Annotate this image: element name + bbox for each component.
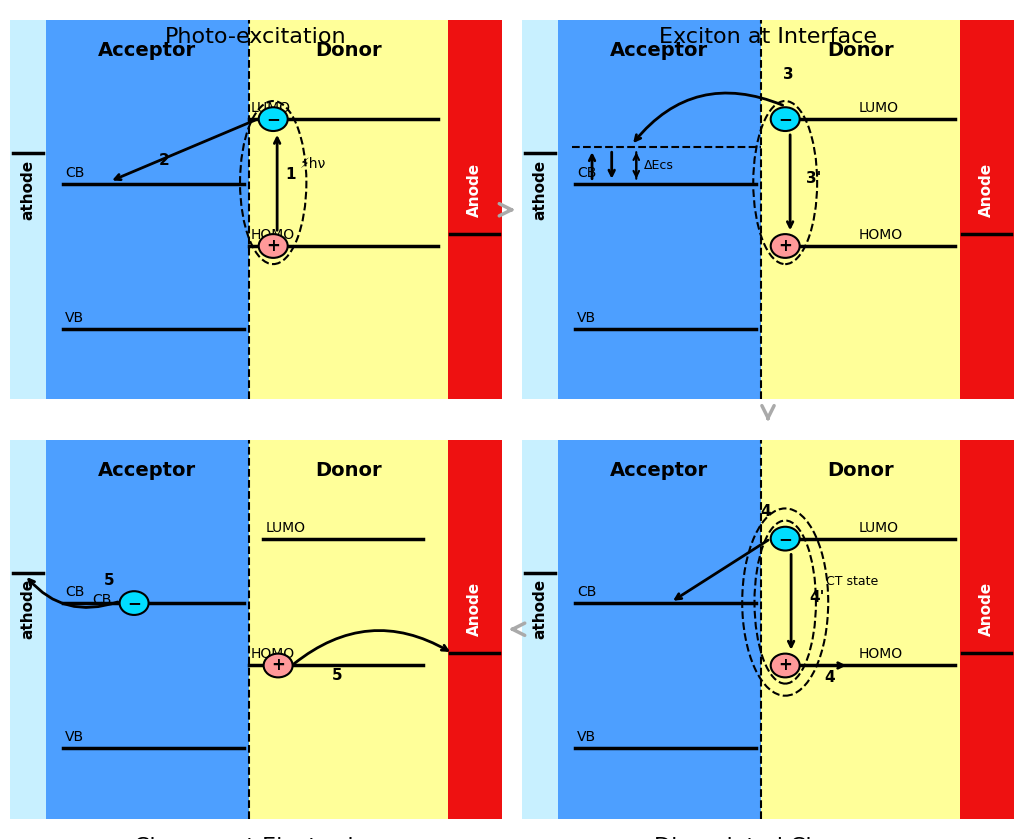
Circle shape xyxy=(259,107,288,131)
Circle shape xyxy=(771,234,800,258)
Text: CB: CB xyxy=(578,585,597,599)
Bar xyxy=(761,440,959,819)
Text: VB: VB xyxy=(578,310,596,325)
Bar xyxy=(10,440,46,819)
Text: Anode: Anode xyxy=(467,582,482,636)
Text: LUMO: LUMO xyxy=(859,521,899,534)
Text: ⚡hν: ⚡hν xyxy=(300,158,327,171)
Text: VB: VB xyxy=(66,310,84,325)
Text: Acceptor: Acceptor xyxy=(98,41,197,60)
Text: 4: 4 xyxy=(824,670,836,685)
Text: CB: CB xyxy=(92,593,112,607)
Text: Dissociated Charges: Dissociated Charges xyxy=(654,836,882,839)
Bar xyxy=(46,440,249,819)
Text: CT state: CT state xyxy=(825,576,878,588)
Circle shape xyxy=(259,234,288,258)
Bar xyxy=(447,440,502,819)
Text: −: − xyxy=(778,110,793,128)
Text: −: − xyxy=(266,110,281,128)
Text: Acceptor: Acceptor xyxy=(610,461,709,480)
Text: Acceptor: Acceptor xyxy=(610,41,709,60)
Text: 3: 3 xyxy=(782,67,794,82)
Bar xyxy=(558,440,761,819)
Circle shape xyxy=(771,527,800,550)
Text: HOMO: HOMO xyxy=(251,648,295,661)
Text: Photo-excitation: Photo-excitation xyxy=(165,27,347,46)
Circle shape xyxy=(771,654,800,677)
Text: CB: CB xyxy=(578,165,597,180)
Bar xyxy=(46,20,249,399)
Text: HOMO: HOMO xyxy=(251,228,295,242)
Bar xyxy=(959,20,1014,399)
Text: +: + xyxy=(271,656,285,675)
Text: CB: CB xyxy=(66,165,85,180)
Text: LUMO: LUMO xyxy=(266,521,306,534)
Text: HOMO: HOMO xyxy=(859,648,903,661)
Text: +: + xyxy=(778,237,793,255)
Text: Acceptor: Acceptor xyxy=(98,461,197,480)
Text: −: − xyxy=(127,594,141,612)
Circle shape xyxy=(263,654,293,677)
Text: 5: 5 xyxy=(103,573,115,588)
Text: 5: 5 xyxy=(332,668,343,683)
Text: LUMO: LUMO xyxy=(251,102,291,115)
Text: ΔEcs: ΔEcs xyxy=(644,159,674,172)
Text: Anode: Anode xyxy=(979,582,994,636)
Text: VB: VB xyxy=(66,730,84,744)
Text: athode: athode xyxy=(20,579,36,639)
Circle shape xyxy=(771,107,800,131)
Text: Charges at Electrodes: Charges at Electrodes xyxy=(133,836,379,839)
Text: HOMO: HOMO xyxy=(859,228,903,242)
Text: Exciton at Interface: Exciton at Interface xyxy=(659,27,877,46)
Text: athode: athode xyxy=(532,159,548,220)
Bar xyxy=(249,20,447,399)
Text: VB: VB xyxy=(578,730,596,744)
Text: +: + xyxy=(266,237,281,255)
Text: Donor: Donor xyxy=(314,41,382,60)
Bar xyxy=(959,440,1014,819)
Bar xyxy=(761,20,959,399)
Text: Donor: Donor xyxy=(826,41,894,60)
Text: 4: 4 xyxy=(761,504,771,519)
Text: Anode: Anode xyxy=(467,163,482,216)
Text: Anode: Anode xyxy=(979,163,994,216)
Text: Donor: Donor xyxy=(826,461,894,480)
Bar xyxy=(522,440,558,819)
Bar xyxy=(447,20,502,399)
Bar xyxy=(249,440,447,819)
Text: CB: CB xyxy=(66,585,85,599)
Text: 2: 2 xyxy=(159,154,169,169)
Text: 1: 1 xyxy=(286,166,296,181)
Text: 3': 3' xyxy=(806,170,821,185)
Bar xyxy=(522,20,558,399)
Text: athode: athode xyxy=(20,159,36,220)
Text: 4': 4' xyxy=(810,590,825,605)
Bar xyxy=(10,20,46,399)
Text: −: − xyxy=(778,529,793,548)
Text: athode: athode xyxy=(532,579,548,639)
Text: LUMO: LUMO xyxy=(859,102,899,115)
Bar xyxy=(558,20,761,399)
Text: +: + xyxy=(778,656,793,675)
Text: Donor: Donor xyxy=(314,461,382,480)
Circle shape xyxy=(120,591,148,615)
